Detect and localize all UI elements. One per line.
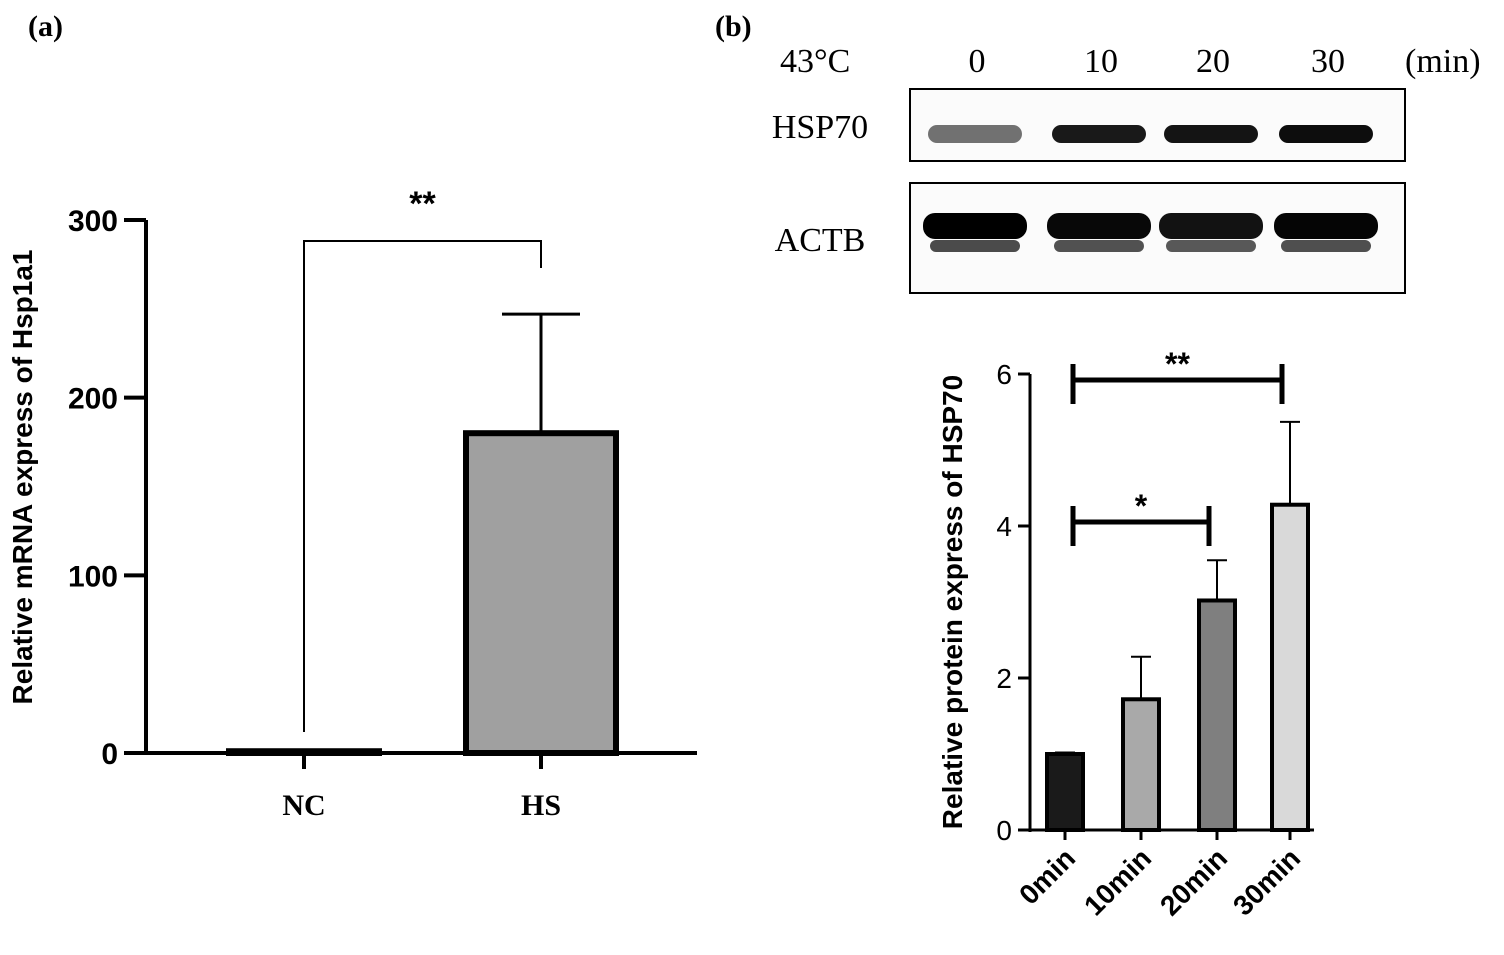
- chart-a-ytick-label-0: 0: [101, 738, 118, 771]
- blot-lane-label-1: 10: [1084, 43, 1118, 80]
- blot-band-actb-3: [1274, 213, 1378, 239]
- blot-row-label-0: HSP70: [772, 109, 868, 146]
- blot-lane-label-2: 20: [1196, 43, 1230, 80]
- chart-b-category-label-1: 10min: [1078, 842, 1157, 921]
- blot-band-hsp70-1: [1052, 125, 1146, 143]
- chart-b-category-label-0: 0min: [1013, 842, 1081, 910]
- chart-a-significance-label-0: **: [409, 185, 436, 223]
- blot-unit-label: (min): [1405, 43, 1481, 80]
- chart-a-category-label-0: NC: [282, 789, 325, 822]
- blot-band-actb-lower-2: [1166, 240, 1256, 252]
- chart-a-ylabel: Relative mRNA express of Hsp1a1: [7, 250, 38, 705]
- western-blot: 43°C (min) 0 10 20 30 HSP70 ACTB: [772, 43, 1481, 294]
- blot-lane-label-3: 30: [1311, 43, 1345, 80]
- panel-a-label: (a): [28, 10, 63, 43]
- blot-band-actb-1: [1047, 213, 1151, 239]
- blot-lane-label-0: 0: [969, 43, 986, 80]
- blot-band-hsp70-2: [1164, 125, 1258, 143]
- chart-b-significance-label-0: *: [1135, 488, 1148, 524]
- chart-b-ytick-label-0: 0: [996, 815, 1012, 846]
- blot-band-actb-lower-1: [1054, 240, 1144, 252]
- chart-b-ytick-label-1: 2: [996, 663, 1012, 694]
- blot-condition-label: 43°C: [780, 43, 850, 80]
- chart-a-significance-bracket-0: [303, 240, 542, 732]
- chart-b-bar-0min: [1045, 752, 1085, 832]
- chart-b-ylabel: Relative protein express of HSP70: [937, 375, 968, 829]
- chart-b-bar-20min: [1197, 598, 1237, 832]
- chart-b-category-label-3: 30min: [1227, 842, 1306, 921]
- chart-a-ytick-label-3: 300: [68, 205, 118, 238]
- chart-b-ytick-label-3: 6: [996, 359, 1012, 390]
- chart-a-bar-HS: [463, 430, 619, 756]
- blot-band-actb-0: [923, 213, 1027, 239]
- chart-a-ytick-label-2: 200: [68, 383, 118, 416]
- chart-a: Relative mRNA express of Hsp1a1 0 100 200 3…: [7, 185, 697, 822]
- blot-row-label-1: ACTB: [775, 222, 866, 259]
- chart-b-significance-label-1: **: [1165, 346, 1190, 382]
- blot-band-actb-lower-3: [1281, 240, 1371, 252]
- blot-band-actb-lower-0: [930, 240, 1020, 252]
- chart-b-bar-10min: [1121, 697, 1161, 833]
- chart-a-category-label-1: HS: [521, 789, 561, 822]
- chart-b-ytick-label-2: 4: [996, 511, 1012, 542]
- chart-b-bar-30min: [1270, 502, 1310, 832]
- chart-a-ytick-label-1: 100: [68, 560, 118, 593]
- blot-band-hsp70-3: [1279, 125, 1373, 143]
- panel-b-label: (b): [715, 10, 752, 43]
- chart-b: Relative protein express of HSP70 0 2 4 6 0m…: [937, 346, 1314, 921]
- blot-band-actb-2: [1159, 213, 1263, 239]
- chart-a-bar-NC: [226, 748, 382, 756]
- chart-b-category-label-2: 20min: [1154, 842, 1233, 921]
- blot-band-hsp70-0: [928, 125, 1022, 143]
